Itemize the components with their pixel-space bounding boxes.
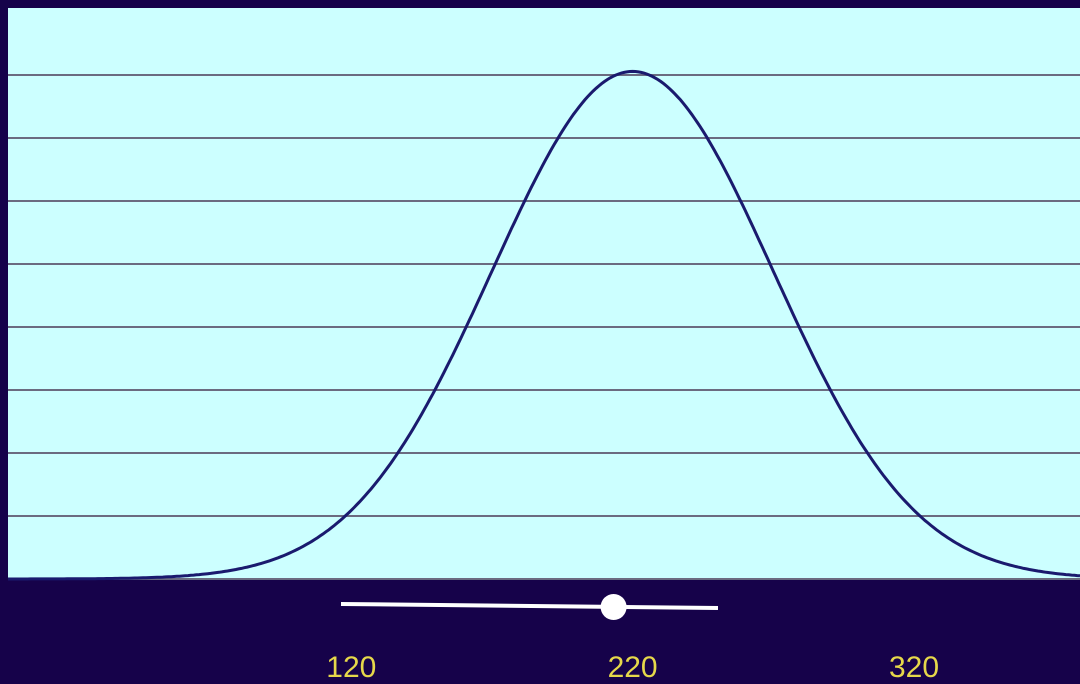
x-tick-label-120: 120 (326, 651, 376, 684)
x-tick-label-220: 220 (608, 651, 658, 684)
normal-distribution-curve (8, 69, 1080, 581)
slider-knob[interactable] (600, 594, 627, 620)
x-tick-label-320: 320 (889, 651, 939, 684)
x-axis-tick-labels: 120 220 320 (326, 651, 939, 684)
gridlines (8, 74, 1080, 580)
mean-slider[interactable] (340, 594, 719, 620)
slider-track[interactable] (340, 602, 719, 610)
plot-area (8, 8, 1080, 579)
